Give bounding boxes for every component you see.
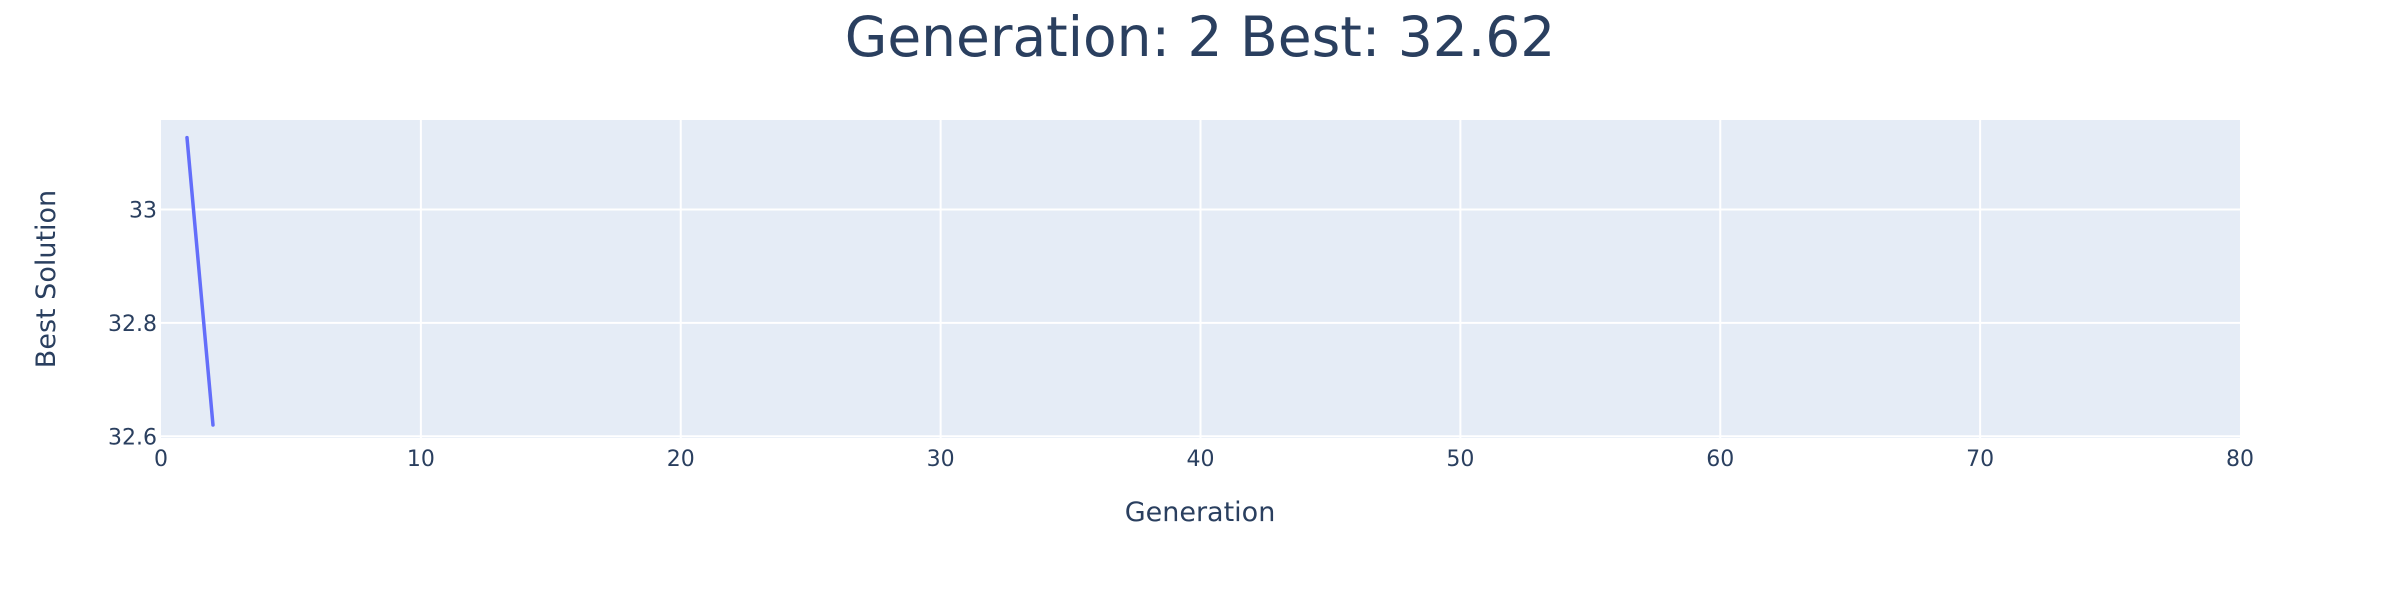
grid-lines <box>161 120 2240 438</box>
y-tick-label: 32.8 <box>108 312 157 337</box>
x-tick-label: 0 <box>154 447 168 472</box>
x-tick-label: 40 <box>1187 447 1215 472</box>
y-axis-ticks: 32.6 32.8 33 <box>108 199 157 451</box>
x-tick-label: 50 <box>1446 447 1474 472</box>
x-tick-label: 20 <box>667 447 695 472</box>
series-layer <box>185 135 215 427</box>
x-tick-label: 10 <box>407 447 435 472</box>
y-tick-label: 32.6 <box>108 425 157 450</box>
series-line <box>185 135 215 427</box>
x-tick-label: 30 <box>927 447 955 472</box>
y-axis-label: Best Solution <box>31 190 62 368</box>
y-tick-label: 33 <box>129 199 157 224</box>
x-tick-label: 60 <box>1706 447 1734 472</box>
x-tick-label: 70 <box>1966 447 1994 472</box>
chart-title: Generation: 2 Best: 32.62 <box>845 5 1556 69</box>
x-tick-label: 80 <box>2226 447 2254 472</box>
x-axis-label: Generation <box>1125 497 1276 528</box>
x-axis-ticks: 0 10 20 30 40 50 60 70 80 <box>154 447 2254 472</box>
